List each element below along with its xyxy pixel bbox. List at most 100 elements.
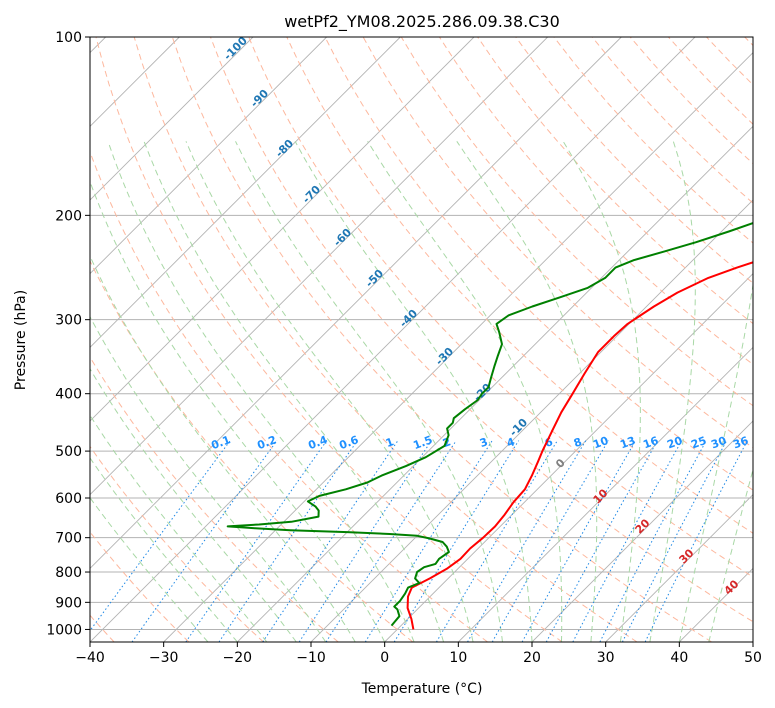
x-tick-label: −30 xyxy=(149,650,179,666)
x-axis-label: Temperature (°C) xyxy=(361,681,483,697)
moist-adiabat-line xyxy=(90,496,209,642)
mixing-ratio-line xyxy=(521,440,637,642)
isotherm-line xyxy=(90,37,254,201)
isotherm-line xyxy=(605,494,753,642)
moist-adiabat-line xyxy=(90,457,238,642)
moist-adiabat-line xyxy=(90,367,297,642)
mixing-ratio-line xyxy=(90,440,231,632)
y-tick-label: 500 xyxy=(55,444,82,460)
x-tick-label: 50 xyxy=(744,650,762,666)
dry-adiabat-line xyxy=(133,37,638,642)
mixing-ratio-label: 10 xyxy=(591,434,610,452)
x-axis: −40 −30 −20 −10 0 10 20 30 40 50 xyxy=(75,642,762,666)
mixing-ratio-label: 8 xyxy=(572,435,584,450)
moist-adiabat-line xyxy=(649,141,696,642)
isotherm-line xyxy=(90,37,475,422)
isotherm-line xyxy=(384,273,753,642)
mixing-ratio-line xyxy=(364,440,493,642)
x-tick-label: 10 xyxy=(449,650,467,666)
mixing-ratio-label: 13 xyxy=(618,434,637,451)
moist-adiabat-line xyxy=(90,315,327,642)
mixing-ratio-label: 6 xyxy=(543,435,555,450)
isotherm-line xyxy=(237,125,753,642)
chart-title: wetPf2_YM08.2025.286.09.38.C30 xyxy=(284,12,560,32)
dry-adiabat-line xyxy=(90,445,264,642)
mixing-ratio-label: 20 xyxy=(665,434,684,452)
temperature-profile-line xyxy=(406,261,753,630)
dewpoint-profile-line xyxy=(226,222,753,627)
mixing-ratio-line xyxy=(325,440,457,642)
moist-adiabat-line xyxy=(367,141,563,642)
dry-adiabat-line xyxy=(286,37,753,534)
x-tick-label: −20 xyxy=(223,650,253,666)
isotherm-line xyxy=(163,52,753,642)
mixing-ratio-line xyxy=(185,440,328,642)
y-axis-label: Pressure (hPa) xyxy=(13,290,29,390)
mixing-ratio-label: 0.6 xyxy=(337,433,360,452)
moist-adiabat-line xyxy=(90,180,386,642)
mixing-ratio-line xyxy=(131,440,278,642)
moist-adiabat-line xyxy=(235,141,503,642)
mixing-ratio-line xyxy=(435,440,558,642)
mixing-ratio-label: 0.4 xyxy=(306,433,329,452)
mixing-ratio-line xyxy=(572,440,683,642)
y-tick-label: 100 xyxy=(55,30,82,46)
dry-adiabat-line xyxy=(210,37,753,623)
mixing-ratio-label: 1.5 xyxy=(411,433,434,452)
y-tick-label: 300 xyxy=(55,313,82,329)
moist-adiabat-line xyxy=(185,141,474,642)
mixing-ratio-label: 25 xyxy=(689,434,708,451)
dry-adiabat-line xyxy=(248,37,753,578)
moist-adiabat-line xyxy=(456,141,598,642)
y-tick-label: 1000 xyxy=(46,622,82,638)
dry-adiabat-line xyxy=(171,37,712,642)
mixing-ratio-label: 4 xyxy=(505,435,517,450)
dry-adiabat-line xyxy=(95,37,563,642)
moist-adiabat-line xyxy=(143,141,445,642)
dry-adiabat-line xyxy=(90,356,339,642)
mixing-ratio-label: 16 xyxy=(641,434,660,452)
moist-adiabat-line xyxy=(90,414,268,642)
mixing-ratio-line xyxy=(491,440,609,642)
mixing-ratio-label: 0.1 xyxy=(209,433,232,452)
y-tick-label: 400 xyxy=(55,387,82,403)
background-lines xyxy=(90,37,753,642)
isotherm-line xyxy=(90,37,401,348)
dry-adiabat-line xyxy=(324,37,753,491)
y-tick-label: 600 xyxy=(55,491,82,507)
profiles xyxy=(226,222,753,630)
x-tick-label: −10 xyxy=(296,650,326,666)
x-tick-label: −40 xyxy=(75,650,105,666)
y-tick-label: 900 xyxy=(55,595,82,611)
y-tick-label: 200 xyxy=(55,208,82,224)
mixing-ratio-label: 3 xyxy=(478,435,490,450)
isotherm-line xyxy=(90,37,327,275)
y-tick-label: 800 xyxy=(55,565,82,581)
mixing-ratio-label: 30 xyxy=(709,434,728,452)
mixing-ratio-line xyxy=(298,440,432,642)
moist-adiabat-line xyxy=(708,467,753,642)
mixing-ratio-line xyxy=(262,440,399,642)
dry-adiabat-line xyxy=(90,259,414,642)
moist-adiabat-line xyxy=(678,282,753,642)
x-tick-label: 40 xyxy=(670,650,688,666)
mixing-ratio-line xyxy=(545,440,659,642)
y-axis: 1000 900 800 700 600 500 400 300 200 100 xyxy=(46,30,90,638)
dry-adiabat-line xyxy=(515,37,753,284)
x-tick-label: 20 xyxy=(523,650,541,666)
mixing-ratio-label: 2 xyxy=(441,435,453,450)
mixing-ratio-line xyxy=(393,440,520,642)
x-tick-label: 0 xyxy=(380,650,389,666)
isotherm-line xyxy=(90,37,622,569)
mixing-ratio-label: 36 xyxy=(731,434,750,452)
x-tick-label: 30 xyxy=(597,650,615,666)
y-tick-label: 700 xyxy=(55,531,82,547)
isotherm-line xyxy=(90,37,548,496)
mixing-ratio-line xyxy=(644,440,748,642)
moist-adiabat-line xyxy=(107,141,415,642)
mixing-ratio-line xyxy=(467,440,587,642)
isotherm-line xyxy=(90,37,696,642)
plot-frame xyxy=(89,36,754,643)
